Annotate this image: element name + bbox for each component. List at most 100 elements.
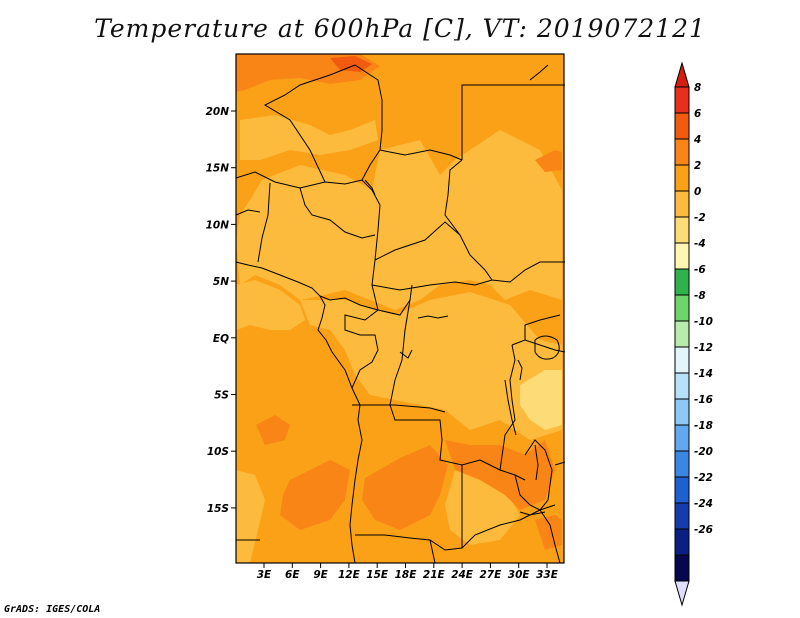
colorbar-label: 2 [694, 160, 701, 172]
colorbar-label: 0 [694, 186, 701, 198]
colorbar-segment [674, 216, 690, 244]
colorbar-label: -2 [694, 212, 706, 224]
border-26 [539, 509, 561, 564]
lon-tick-label: 9E [313, 569, 328, 581]
colorbar-label: -18 [694, 420, 713, 432]
border-11 [374, 221, 461, 261]
colorbar-label: -22 [694, 472, 713, 484]
colorbar-segment [674, 346, 690, 374]
border-13 [319, 295, 379, 311]
colorbar-label: -26 [694, 524, 713, 536]
border-24 [524, 439, 553, 511]
colorbar-label: -4 [694, 238, 706, 250]
colorbar-segment [674, 320, 690, 348]
lon-tick-label: 27E [480, 569, 503, 581]
colorbar-label: -24 [694, 498, 713, 510]
field-warm-sw2 [280, 460, 350, 530]
lat-tick-label: 15S [207, 503, 229, 515]
plot-title: Temperature at 600hPa [C], VT: 201907212… [94, 14, 706, 43]
lon-tick-label: 33E [536, 569, 559, 581]
border-17 [352, 404, 446, 413]
border-14 [344, 315, 379, 389]
nile-segment [364, 179, 376, 196]
colorbar-label: -20 [694, 446, 713, 458]
colorbar-segment [674, 190, 690, 218]
latitude-axis: 20N 15N 10N 5N EQ 5S 10S 15S [206, 106, 236, 515]
colorbar-label: -16 [694, 394, 713, 406]
lat-tick-label: 10S [207, 446, 229, 458]
field-warm-south [362, 445, 448, 530]
colorbar-label: 8 [694, 82, 701, 94]
lon-tick-label: 6E [285, 569, 300, 581]
border-5 [344, 204, 381, 330]
lake-victoria [534, 335, 560, 360]
river-segment-4 [519, 511, 546, 516]
lat-tick-label: 5N [213, 276, 229, 288]
lon-tick-label: 3E [257, 569, 272, 581]
colorbar-label: -10 [694, 316, 713, 328]
map-frame [235, 53, 565, 564]
border-12 [371, 261, 565, 291]
colorbar-segment [674, 502, 690, 530]
border-16 [389, 299, 526, 481]
border-4 [235, 209, 261, 216]
ne-coast [529, 64, 549, 81]
field-pale-east [520, 370, 562, 430]
colorbar-label: -6 [694, 264, 706, 276]
river-segment-1 [417, 315, 449, 319]
lat-tick-label: EQ [213, 333, 229, 345]
field-warm-sw1 [256, 415, 290, 445]
field-light-nw-band [240, 115, 378, 160]
colorbar: 8 6 4 2 0 -2 -4 -6 -8 -10 -12 -14 -16 -18 -20 -22 -24 -26 [674, 61, 713, 607]
border-22 [511, 339, 566, 353]
river-segment-2 [399, 349, 413, 359]
lon-tick-label: 21E [423, 569, 446, 581]
colorbar-segment [674, 294, 690, 322]
colorbar-segment [674, 138, 690, 166]
lon-tick-label: 24E [451, 569, 474, 581]
border-15 [377, 284, 413, 316]
field-warm-east [445, 440, 555, 510]
colorbar-segment [674, 164, 690, 192]
coastline-west [235, 261, 363, 564]
footer-credit: GrADS: IGES/COLA [4, 604, 101, 615]
border-8 [379, 149, 463, 161]
field-light-center [300, 292, 562, 440]
colorbar-segment [674, 476, 690, 504]
field-warm-se-edge [535, 515, 562, 550]
lat-tick-label: 15N [206, 163, 230, 175]
colorbar-bottom-arrow [674, 580, 690, 607]
lat-tick-label: 20N [206, 106, 230, 118]
border-2 [257, 182, 271, 263]
colorbar-segment [674, 554, 690, 582]
colorbar-segment [674, 398, 690, 426]
colorbar-top-arrow [674, 61, 690, 88]
colorbar-label: 4 [693, 134, 701, 146]
border-3 [299, 187, 376, 239]
colorbar-segment [674, 86, 690, 114]
lat-tick-label: 5S [214, 390, 229, 402]
border-9 [461, 84, 565, 160]
border-10 [444, 159, 493, 281]
colorbar-segment [674, 450, 690, 478]
lake-tanganyika [504, 379, 517, 436]
colorbar-label: -8 [694, 290, 706, 302]
temperature-field [236, 54, 564, 563]
colorbar-segment [674, 242, 690, 270]
colorbar-label: -12 [694, 342, 713, 354]
colorbar-label: -14 [694, 368, 713, 380]
field-light-west [236, 280, 305, 330]
border-23 [524, 314, 561, 340]
border-27 [554, 461, 566, 466]
lon-tick-label: 18E [395, 569, 418, 581]
field-hot-north [330, 56, 372, 72]
river-segment-3 [517, 359, 523, 381]
colorbar-segment [674, 112, 690, 140]
lon-tick-label: 12E [338, 569, 361, 581]
border-19 [429, 539, 436, 564]
colorbar-segment [674, 528, 690, 556]
colorbar-label: 6 [694, 108, 701, 120]
lat-tick-label: 10N [206, 219, 230, 231]
